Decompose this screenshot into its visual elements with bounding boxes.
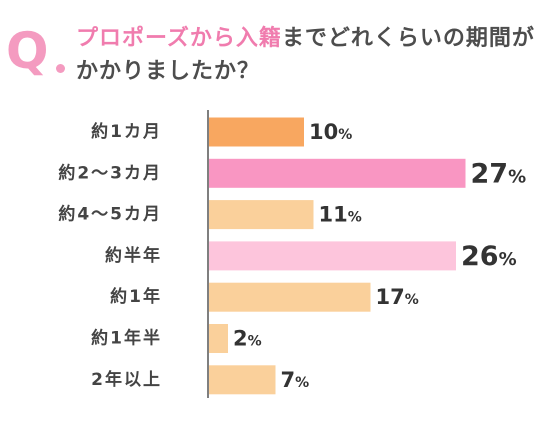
bar-5 bbox=[209, 324, 228, 353]
bar-0 bbox=[209, 117, 304, 147]
category-label-3: 約半年 bbox=[105, 245, 162, 266]
category-label-0: 約1カ月 bbox=[91, 121, 162, 142]
category-label-1: 約2〜3カ月 bbox=[58, 162, 162, 183]
bar-3 bbox=[209, 241, 456, 271]
title-highlight: プロポーズから入籍 bbox=[76, 26, 282, 51]
category-label-6: 2年以上 bbox=[91, 369, 162, 390]
question-dot-icon bbox=[56, 64, 65, 73]
value-label-4: 17% bbox=[376, 285, 419, 309]
bar-2 bbox=[209, 200, 314, 230]
bar-4 bbox=[209, 282, 371, 312]
value-label-2: 11% bbox=[319, 203, 362, 227]
question-mark-icon: Q bbox=[6, 22, 49, 80]
value-label-6: 7% bbox=[281, 368, 310, 392]
value-label-3: 26% bbox=[461, 241, 517, 272]
value-label-1: 27% bbox=[471, 158, 527, 189]
category-label-2: 約4〜5カ月 bbox=[58, 204, 162, 225]
category-label-5: 約1年半 bbox=[91, 328, 162, 349]
value-label-0: 10% bbox=[309, 120, 352, 144]
bar-6 bbox=[209, 365, 276, 395]
value-label-5: 2% bbox=[233, 327, 262, 351]
title-rest: までどれくらいの期間がかかりましたか？ bbox=[76, 26, 535, 84]
category-label-4: 約1年 bbox=[110, 286, 162, 307]
question-title: プロポーズから入籍までどれくらいの期間がかかりましたか？ bbox=[76, 22, 556, 88]
bar-1 bbox=[209, 158, 466, 188]
